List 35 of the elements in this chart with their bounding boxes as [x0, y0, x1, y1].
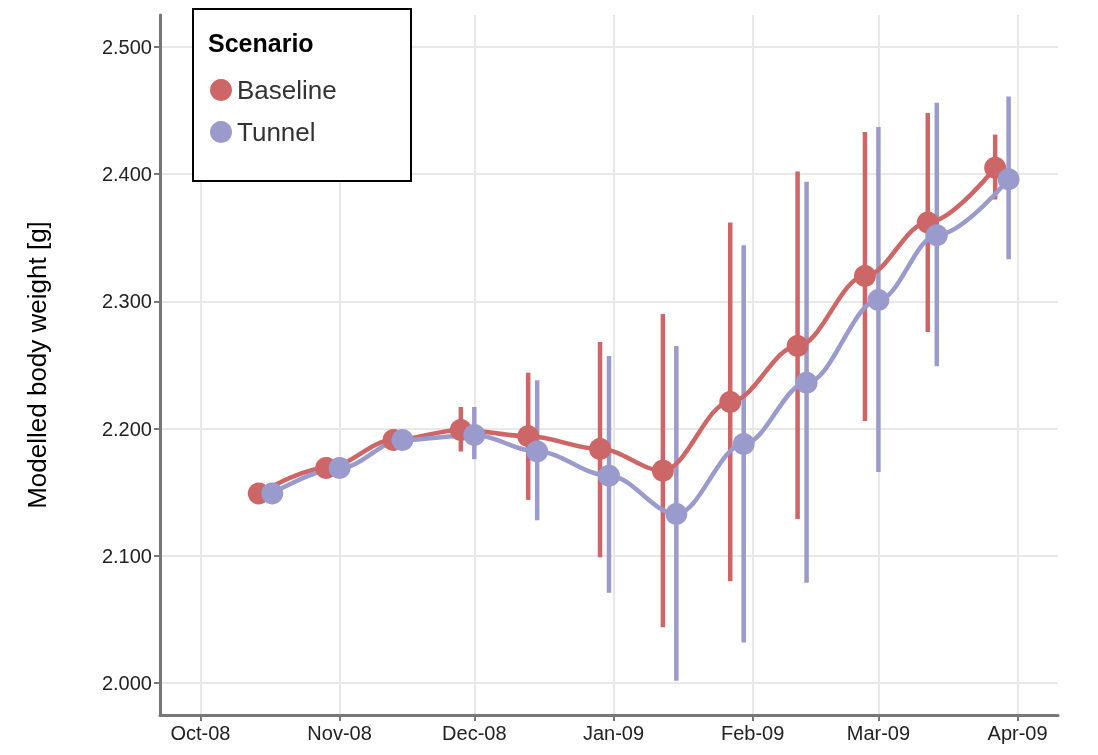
- x-tick-label: Jan-09: [582, 722, 645, 744]
- point: [261, 482, 284, 505]
- point: [997, 168, 1020, 191]
- x-tick-label: Feb-09: [720, 722, 785, 744]
- y-tick-label: 2.300: [101, 290, 152, 313]
- x-tick-label: Oct-08: [170, 722, 231, 744]
- point: [853, 264, 876, 287]
- y-tick-label: 2.500: [101, 35, 152, 58]
- point: [526, 440, 549, 463]
- point: [786, 334, 809, 357]
- y-tick-label: 2.000: [101, 672, 152, 695]
- y-tick-label: 2.200: [101, 417, 152, 440]
- point: [925, 224, 948, 247]
- point: [867, 289, 890, 312]
- point: [598, 464, 620, 487]
- x-tick-label: Mar-09: [846, 722, 911, 744]
- point: [651, 459, 674, 482]
- point: [665, 502, 688, 525]
- legend-label: Tunnel: [237, 117, 316, 147]
- y-axis-title: Modelled body weight [g]: [22, 221, 52, 509]
- x-tick-label: Dec-08: [442, 722, 507, 744]
- point: [719, 390, 742, 413]
- x-tick-label: Nov-08: [307, 722, 372, 744]
- point: [328, 457, 351, 480]
- point: [517, 425, 540, 448]
- point: [463, 424, 486, 446]
- x-tick-label: Apr-09: [987, 722, 1048, 744]
- y-tick-label: 2.100: [101, 544, 152, 567]
- y-tick-label: 2.400: [101, 163, 152, 186]
- legend-title: Scenario: [208, 28, 314, 57]
- legend-label: Baseline: [237, 75, 337, 105]
- point: [589, 438, 612, 460]
- point: [391, 429, 414, 452]
- point: [732, 432, 755, 455]
- point: [795, 371, 818, 394]
